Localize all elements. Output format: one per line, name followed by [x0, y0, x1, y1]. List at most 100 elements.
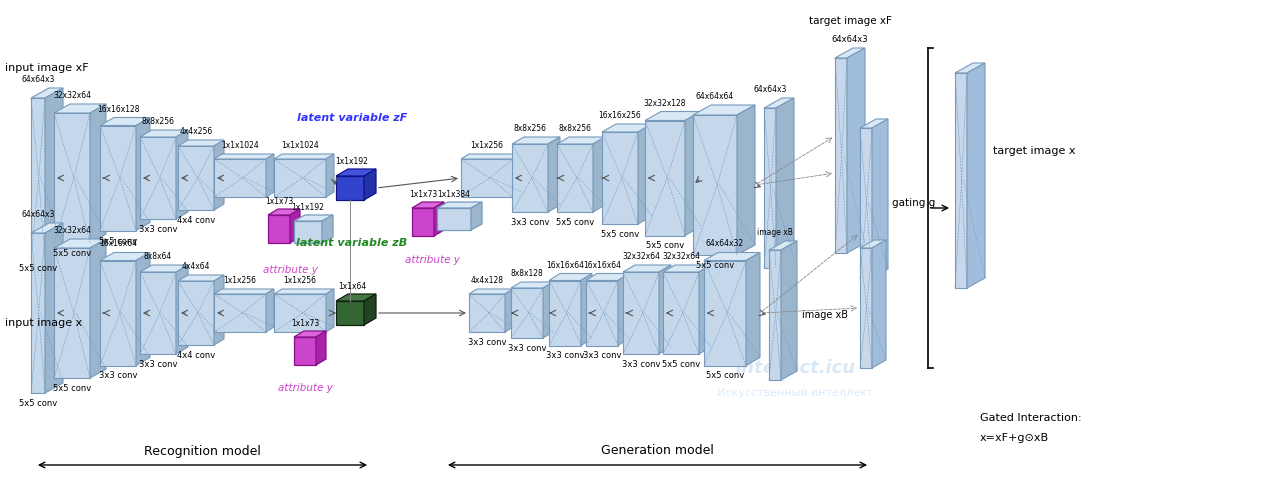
Polygon shape: [178, 146, 214, 210]
Text: 1x1x256: 1x1x256: [471, 141, 503, 150]
Polygon shape: [31, 88, 63, 98]
Polygon shape: [511, 288, 543, 338]
Text: 64x64x64: 64x64x64: [696, 92, 734, 101]
Polygon shape: [412, 202, 444, 208]
Text: 4x4x64: 4x4x64: [181, 262, 210, 271]
Polygon shape: [31, 98, 45, 258]
Polygon shape: [514, 154, 521, 197]
Text: 16x16x64: 16x16x64: [583, 260, 622, 270]
Text: 3x3 conv: 3x3 conv: [511, 218, 550, 227]
Polygon shape: [835, 58, 847, 253]
Polygon shape: [602, 124, 653, 132]
Text: 1x1x64: 1x1x64: [338, 282, 366, 291]
Polygon shape: [136, 253, 151, 366]
Polygon shape: [434, 202, 444, 236]
Polygon shape: [100, 117, 151, 126]
Polygon shape: [326, 289, 335, 332]
Text: 5x5 conv: 5x5 conv: [19, 399, 57, 408]
Polygon shape: [266, 154, 274, 197]
Polygon shape: [140, 130, 188, 137]
Polygon shape: [100, 253, 151, 260]
Text: gating g: gating g: [892, 198, 936, 208]
Polygon shape: [638, 124, 653, 224]
Polygon shape: [967, 63, 985, 288]
Text: 5x5 conv: 5x5 conv: [99, 237, 138, 245]
Polygon shape: [586, 281, 618, 345]
Text: 1x1x192: 1x1x192: [292, 203, 324, 212]
Text: 8x8x128: 8x8x128: [511, 269, 543, 278]
Text: Искусственный интеллект: Искусственный интеллект: [717, 388, 873, 398]
Polygon shape: [873, 240, 885, 368]
Text: 1x1x256: 1x1x256: [283, 276, 317, 285]
Polygon shape: [438, 208, 471, 230]
Text: 1x1x256: 1x1x256: [224, 276, 256, 285]
Polygon shape: [860, 128, 873, 278]
Text: target image x: target image x: [994, 145, 1076, 156]
Polygon shape: [293, 221, 322, 243]
Polygon shape: [268, 209, 300, 215]
Polygon shape: [214, 289, 274, 294]
Text: 1x1x73: 1x1x73: [291, 319, 319, 328]
Polygon shape: [90, 239, 106, 378]
Polygon shape: [214, 154, 274, 159]
Text: 32x32x64: 32x32x64: [53, 226, 91, 235]
Polygon shape: [543, 282, 553, 338]
Polygon shape: [645, 120, 685, 236]
Text: 1x1x73: 1x1x73: [409, 190, 438, 199]
Polygon shape: [557, 137, 605, 144]
Polygon shape: [274, 294, 326, 332]
Text: attribute y: attribute y: [263, 265, 318, 275]
Polygon shape: [764, 98, 794, 108]
Text: 3x3 conv: 3x3 conv: [467, 338, 506, 347]
Polygon shape: [776, 98, 794, 268]
Text: 4x4 conv: 4x4 conv: [176, 351, 215, 360]
Polygon shape: [176, 265, 188, 354]
Text: input image xF: input image xF: [5, 63, 89, 73]
Polygon shape: [512, 144, 548, 212]
Polygon shape: [468, 294, 505, 332]
Polygon shape: [847, 48, 865, 253]
Polygon shape: [685, 112, 701, 236]
Polygon shape: [770, 241, 797, 250]
Polygon shape: [618, 273, 629, 345]
Polygon shape: [293, 331, 326, 337]
Polygon shape: [178, 140, 224, 146]
Text: attribute y: attribute y: [278, 383, 332, 393]
Polygon shape: [505, 289, 514, 332]
Polygon shape: [704, 260, 746, 366]
Polygon shape: [623, 265, 671, 272]
Text: 3x3 conv: 3x3 conv: [622, 360, 660, 369]
Polygon shape: [326, 154, 335, 197]
Polygon shape: [468, 289, 514, 294]
Text: 3x3 conv: 3x3 conv: [508, 344, 546, 353]
Polygon shape: [593, 137, 605, 212]
Polygon shape: [140, 272, 176, 354]
Text: attribute y: attribute y: [404, 255, 459, 265]
Polygon shape: [336, 294, 376, 301]
Polygon shape: [692, 115, 737, 255]
Text: 5x5 conv: 5x5 conv: [556, 218, 595, 227]
Polygon shape: [364, 294, 376, 325]
Polygon shape: [550, 281, 580, 345]
Text: input image x: input image x: [5, 318, 82, 328]
Polygon shape: [274, 289, 335, 294]
Text: 64x64x32: 64x64x32: [707, 240, 744, 248]
Text: 1x1x192: 1x1x192: [336, 157, 368, 166]
Polygon shape: [860, 248, 873, 368]
Text: 8x8x256: 8x8x256: [142, 117, 175, 126]
Polygon shape: [293, 337, 317, 365]
Text: x=xF+g⊙xB: x=xF+g⊙xB: [979, 433, 1049, 443]
Polygon shape: [471, 202, 483, 230]
Text: 16x16x256: 16x16x256: [598, 111, 641, 120]
Polygon shape: [764, 108, 776, 268]
Polygon shape: [955, 63, 985, 73]
Polygon shape: [835, 48, 865, 58]
Text: image xB: image xB: [757, 228, 793, 237]
Text: 5x5 conv: 5x5 conv: [705, 371, 744, 381]
Polygon shape: [54, 239, 106, 248]
Text: 32x32x128: 32x32x128: [644, 99, 686, 108]
Polygon shape: [645, 112, 701, 120]
Text: 5x5 conv: 5x5 conv: [19, 264, 57, 273]
Text: 32x32x64: 32x32x64: [662, 252, 700, 261]
Polygon shape: [336, 301, 364, 325]
